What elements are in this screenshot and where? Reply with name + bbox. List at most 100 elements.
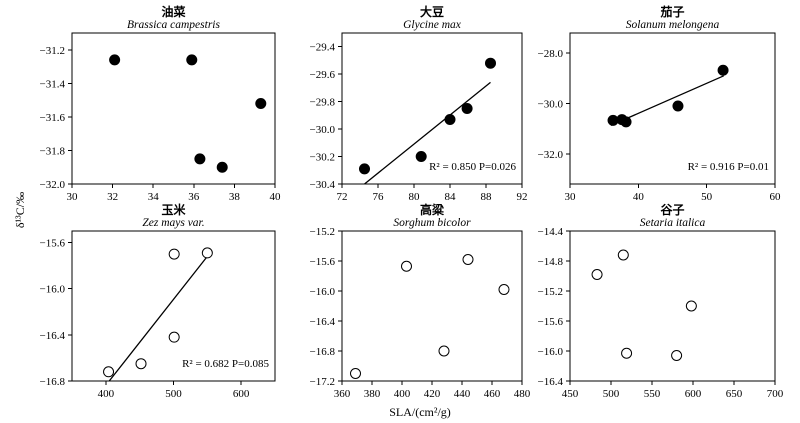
stats-annotation: R² = 0.916 P=0.01 <box>688 161 769 173</box>
y-tick-label: −14.4 <box>538 226 564 238</box>
y-tick-label: −30.2 <box>310 152 335 164</box>
x-tick-label: 480 <box>514 388 531 400</box>
data-point <box>136 359 146 369</box>
data-point <box>621 117 631 127</box>
stats-annotation: R² = 0.682 P=0.085 <box>182 358 269 370</box>
x-tick-label: 92 <box>517 191 528 203</box>
data-point <box>486 58 496 68</box>
x-tick-label: 76 <box>373 191 385 203</box>
y-tick-label: −31.8 <box>40 145 66 157</box>
y-tick-label: −16.4 <box>538 376 564 388</box>
data-point <box>169 249 179 259</box>
x-tick-label: 550 <box>644 388 661 400</box>
data-point <box>499 285 509 295</box>
x-tick-label: 500 <box>603 388 620 400</box>
data-point <box>673 101 683 111</box>
panel-title: 玉米 <box>161 202 186 217</box>
x-tick-label: 60 <box>770 191 782 203</box>
data-point <box>463 255 473 265</box>
data-point <box>195 154 205 164</box>
y-tick-label: −28.0 <box>538 48 564 60</box>
data-point <box>592 270 602 280</box>
x-tick-label: 380 <box>364 388 381 400</box>
panel-subtitle: Glycine max <box>403 19 462 31</box>
x-tick-label: 420 <box>424 388 441 400</box>
x-tick-label: 36 <box>188 191 200 203</box>
x-tick-label: 400 <box>394 388 411 400</box>
y-tick-label: −16.8 <box>310 346 336 358</box>
x-tick-label: 460 <box>484 388 501 400</box>
panel-title: 大豆 <box>420 4 444 19</box>
y-tick-label: −16.4 <box>40 330 66 342</box>
data-point <box>402 261 412 271</box>
stats-annotation: R² = 0.850 P=0.026 <box>429 161 516 173</box>
x-tick-label: 50 <box>701 191 713 203</box>
data-point <box>445 114 455 124</box>
y-tick-label: −31.2 <box>40 45 65 57</box>
sla-d13c-figure: δ¹³C/‰ SLA/(cm²/g) 油菜Brassica campestris… <box>0 0 800 423</box>
x-tick-label: 440 <box>454 388 471 400</box>
x-tick-label: 72 <box>337 191 348 203</box>
data-point <box>439 346 449 356</box>
x-tick-label: 32 <box>107 191 118 203</box>
y-tick-label: −15.6 <box>40 238 66 250</box>
x-tick-label: 84 <box>445 191 457 203</box>
data-point <box>217 162 227 172</box>
data-point <box>110 55 120 65</box>
y-tick-label: −29.6 <box>310 69 336 81</box>
data-point <box>169 332 179 342</box>
y-tick-label: −14.8 <box>538 256 564 268</box>
y-tick-label: −16.0 <box>40 284 66 296</box>
y-tick-label: −16.8 <box>40 376 66 388</box>
panel-title: 谷子 <box>660 202 684 217</box>
x-tick-label: 360 <box>334 388 351 400</box>
x-tick-label: 40 <box>270 191 282 203</box>
panel-subtitle: Brassica campestris <box>127 19 220 31</box>
x-tick-label: 88 <box>481 191 493 203</box>
y-tick-label: −29.4 <box>310 42 336 54</box>
y-tick-label: −30.4 <box>310 179 336 191</box>
data-point <box>416 152 426 162</box>
data-point <box>187 55 197 65</box>
y-tick-label: −32.0 <box>40 179 66 191</box>
data-point <box>618 250 628 260</box>
data-point <box>360 164 370 174</box>
y-tick-label: −31.6 <box>40 112 66 124</box>
y-tick-label: −15.2 <box>310 226 335 238</box>
data-point <box>351 369 361 379</box>
x-tick-label: 30 <box>67 191 79 203</box>
panel-title: 高粱 <box>420 202 445 217</box>
y-tick-label: −29.8 <box>310 97 336 109</box>
panel-subtitle: Zez mays var. <box>142 217 204 229</box>
data-point <box>462 104 472 114</box>
y-tick-label: −31.4 <box>40 78 66 90</box>
panel-subtitle: Setaria italica <box>640 217 706 229</box>
plot-frame <box>342 231 522 381</box>
x-tick-label: 40 <box>633 191 645 203</box>
y-tick-label: −15.6 <box>310 256 336 268</box>
data-point <box>104 367 114 377</box>
x-tick-label: 600 <box>233 388 250 400</box>
data-point <box>256 98 266 108</box>
x-tick-label: 400 <box>98 388 115 400</box>
plot-frame <box>72 33 275 184</box>
data-point <box>718 65 728 75</box>
panel-title: 油菜 <box>161 4 185 19</box>
panel-subtitle: Solanum melongena <box>626 19 720 31</box>
x-tick-label: 700 <box>767 388 784 400</box>
data-point <box>672 351 682 361</box>
y-tick-label: −16.4 <box>310 316 336 328</box>
x-tick-label: 500 <box>165 388 182 400</box>
x-tick-label: 650 <box>726 388 743 400</box>
y-tick-label: −16.0 <box>538 346 564 358</box>
data-point <box>686 301 696 311</box>
data-point <box>622 348 632 358</box>
x-tick-label: 34 <box>148 191 160 203</box>
y-tick-label: −17.2 <box>310 376 335 388</box>
panel-title: 茄子 <box>659 4 684 19</box>
